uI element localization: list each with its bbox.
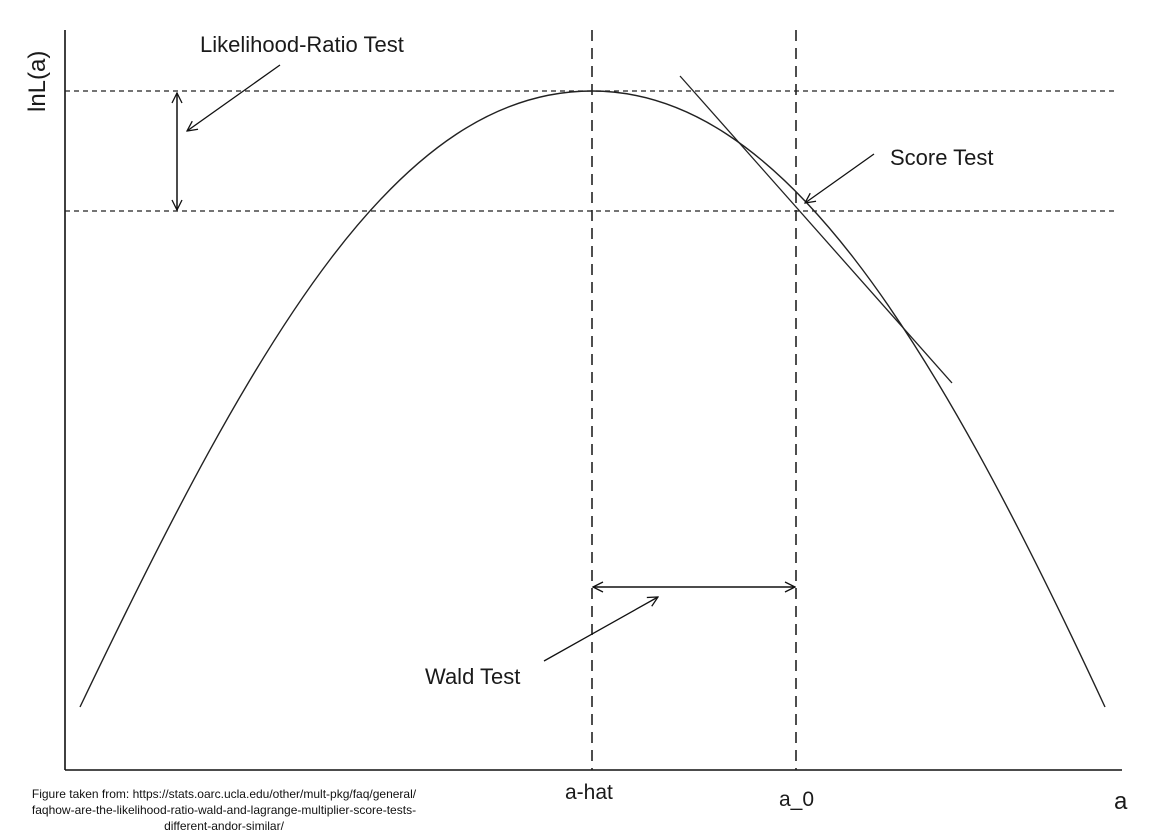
likelihood-ratio-pointer	[187, 64, 281, 131]
score-tangent-line	[679, 75, 953, 384]
tick-a-0: a_0	[779, 788, 814, 811]
likelihood-ratio-label: Likelihood-Ratio Test	[200, 32, 404, 57]
source-caption: Figure taken from: https://stats.oarc.uc…	[31, 787, 417, 833]
wald-pointer	[543, 597, 658, 662]
log-likelihood-curve	[79, 90, 1106, 708]
y-axis-label: lnL(a)	[24, 51, 51, 112]
tick-a-hat: a-hat	[565, 781, 613, 804]
score-test-label: Score Test	[890, 145, 994, 170]
wald-test-label: Wald Test	[425, 664, 520, 689]
x-axis-label: a	[1114, 788, 1128, 815]
score-pointer	[805, 153, 875, 203]
